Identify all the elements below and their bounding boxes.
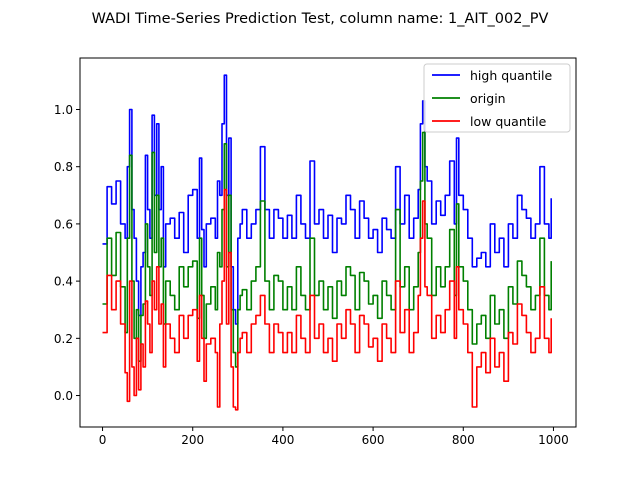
- x-tick-label: 600: [362, 433, 385, 447]
- y-tick-label: 0.8: [54, 160, 73, 174]
- x-tick-label: 200: [181, 433, 204, 447]
- x-tick-label: 400: [271, 433, 294, 447]
- y-tick-label: 1.0: [54, 103, 73, 117]
- y-tick-label: 0.2: [54, 332, 73, 346]
- legend-label-high-quantile: high quantile: [470, 68, 553, 83]
- x-tick-label: 0: [99, 433, 107, 447]
- legend-label-origin: origin: [470, 91, 506, 106]
- plot-area: 0 200 400 600 800 1000 0.0 0.2 0.4 0.6 0.8 1.0: [54, 57, 577, 447]
- y-tick-label: 0.6: [54, 217, 73, 231]
- chart-title: WADI Time-Series Prediction Test, column…: [92, 11, 549, 27]
- x-tick-label: 1000: [538, 433, 569, 447]
- legend: high quantile origin low quantile: [423, 63, 571, 133]
- axes-frame: [79, 57, 577, 428]
- x-tick-label: 800: [452, 433, 475, 447]
- y-tick-label: 0.4: [54, 275, 73, 289]
- series-line-low-quantile: [102, 188, 552, 411]
- legend-frame: [423, 63, 571, 133]
- y-tick-label: 0.0: [54, 389, 73, 403]
- legend-label-low-quantile: low quantile: [470, 114, 547, 129]
